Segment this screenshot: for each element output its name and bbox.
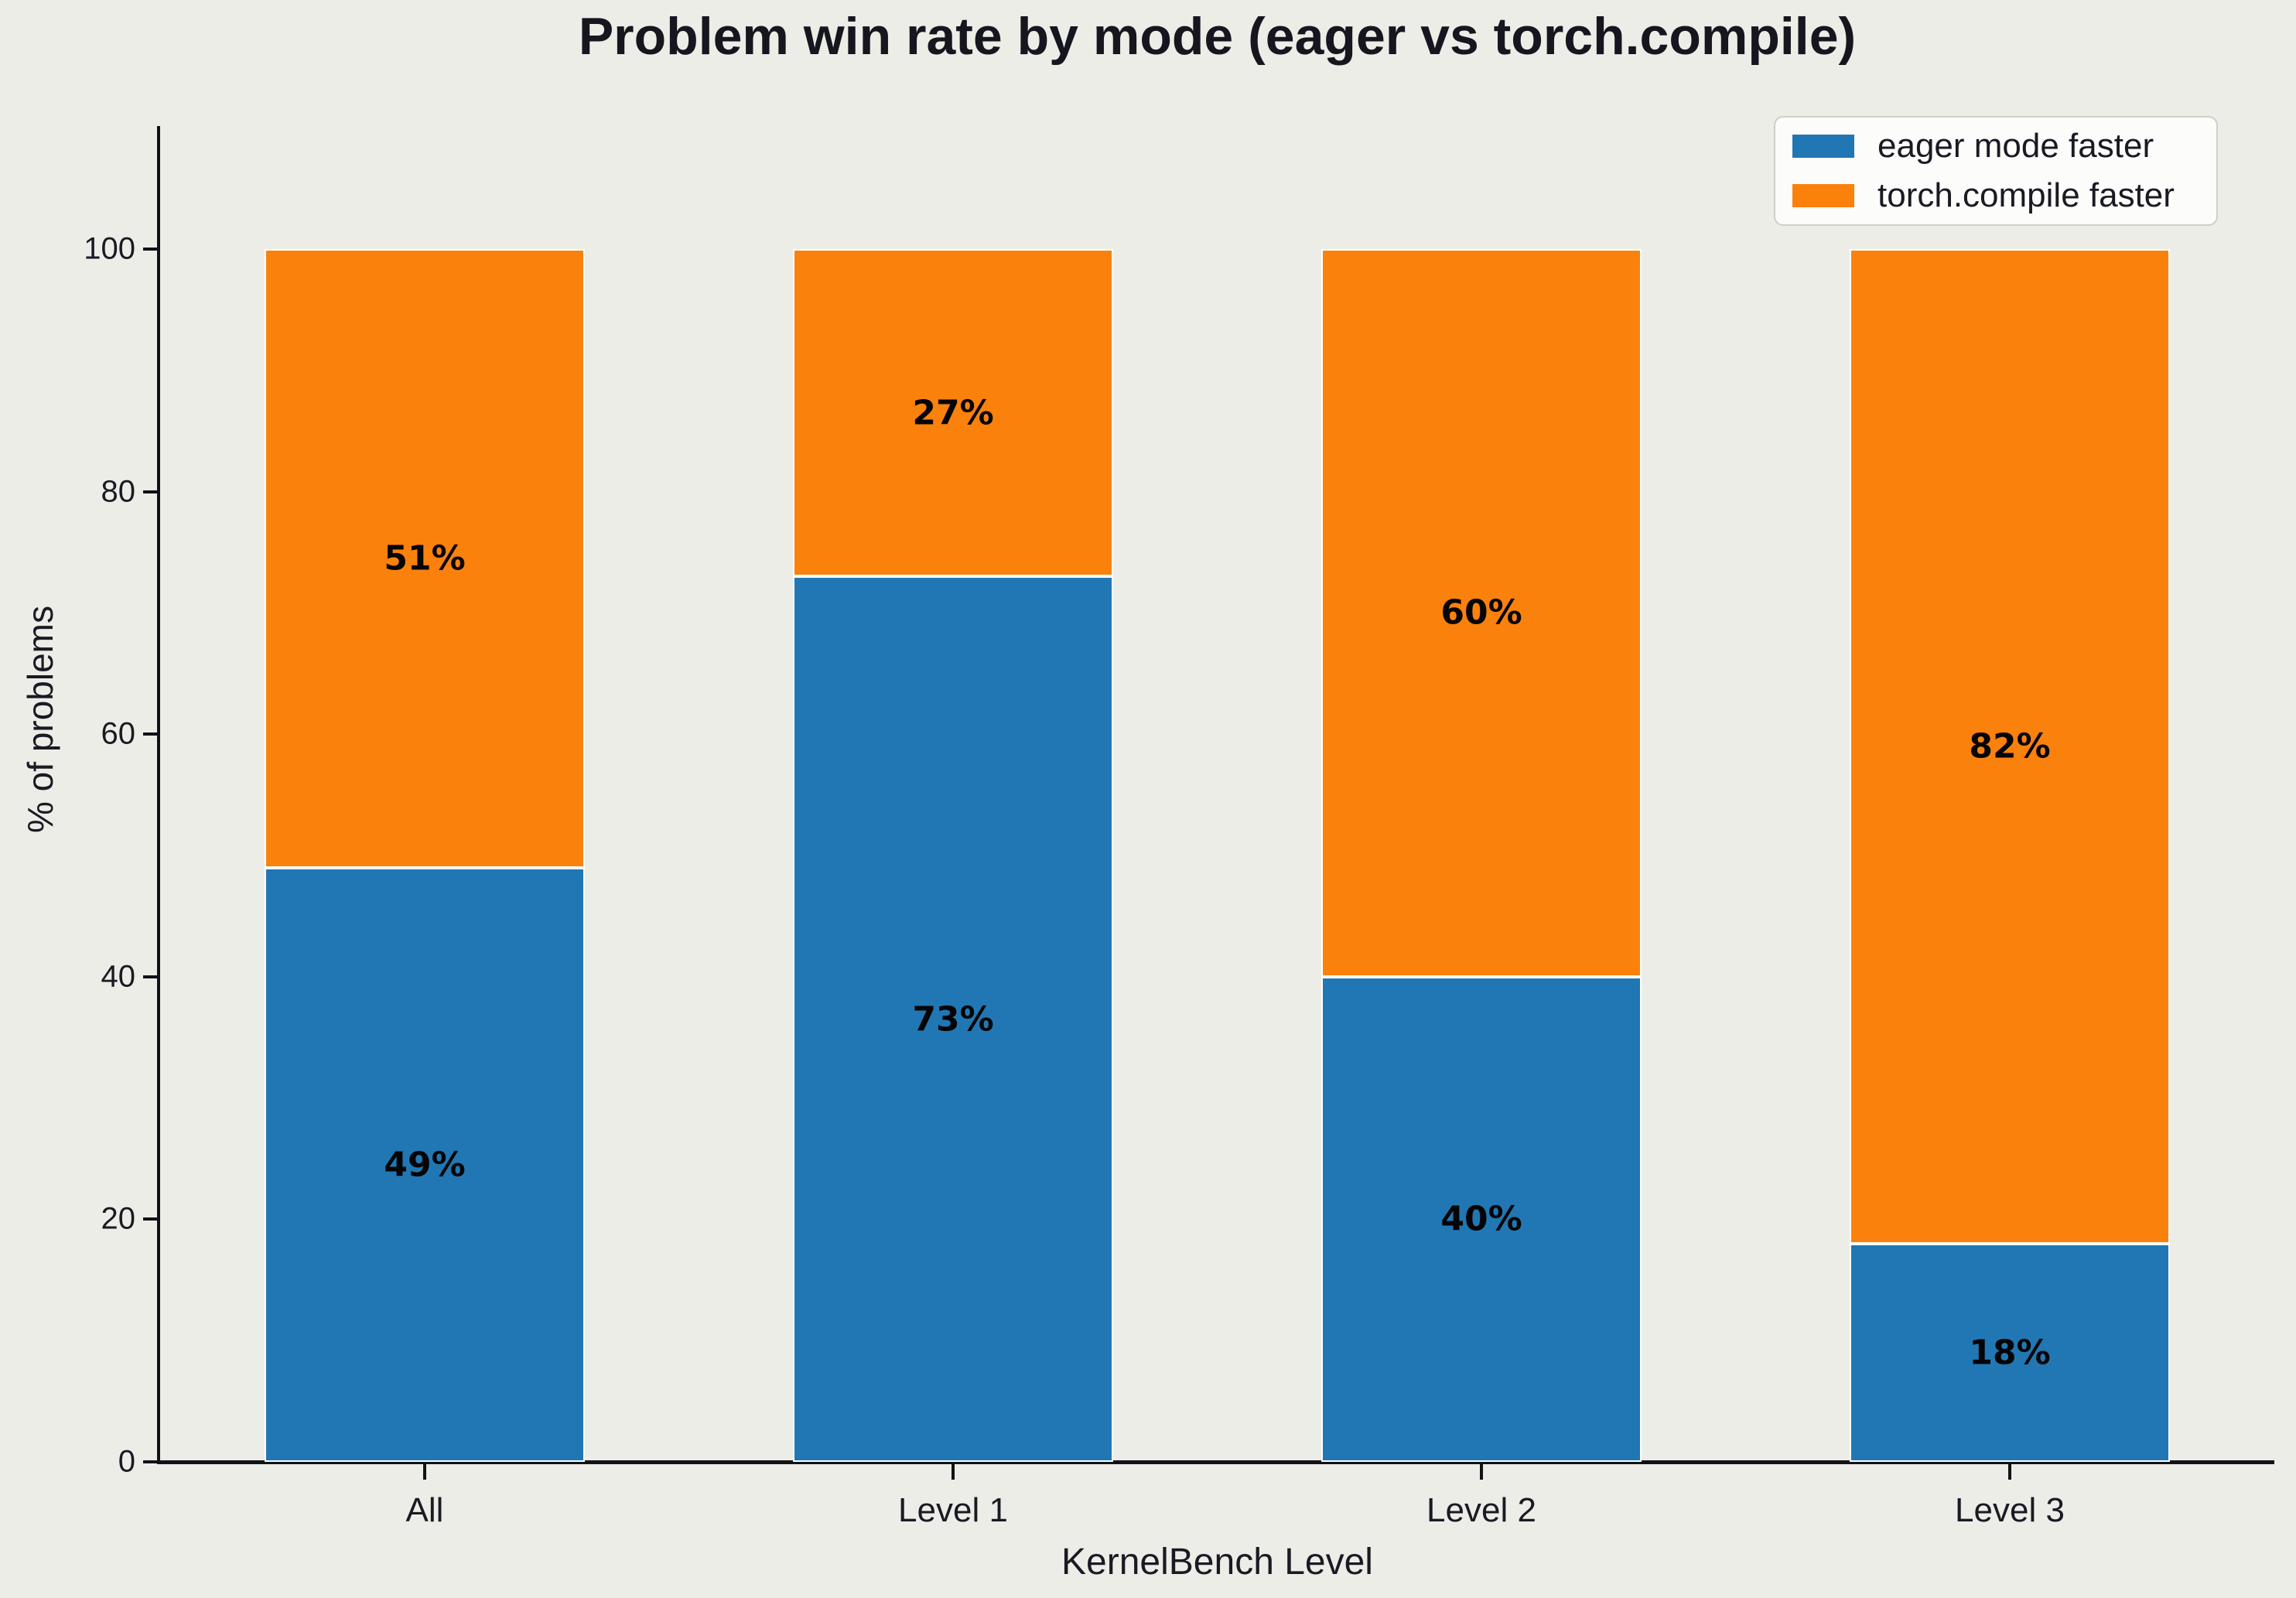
- y-tick-mark: [143, 490, 159, 493]
- x-tick-mark: [423, 1464, 426, 1480]
- chart-title: Problem win rate by mode (eager vs torch…: [578, 7, 1857, 66]
- x-tick-mark: [1480, 1464, 1483, 1480]
- legend-label-eager: eager mode faster: [1877, 127, 2154, 165]
- bar-value-label: 49%: [384, 1145, 466, 1185]
- bar-segment-torch.compile-level-2: [1321, 249, 1642, 977]
- bar-segment-eager-level-1: [793, 576, 1113, 1462]
- x-tick-label-level-1: Level 1: [898, 1491, 1008, 1529]
- bar-value-label: 51%: [384, 538, 466, 579]
- bar-segment-eager-level-3: [1850, 1243, 2170, 1462]
- bar-segment-eager-level-2: [1321, 976, 1642, 1462]
- y-tick-label: 40: [101, 959, 136, 994]
- y-tick-mark: [143, 248, 159, 251]
- bar-value-label: 18%: [1969, 1333, 2051, 1373]
- x-tick-mark: [2008, 1464, 2011, 1480]
- x-tick-label-level-3: Level 3: [1955, 1491, 2065, 1529]
- y-tick-label: 0: [118, 1444, 135, 1479]
- y-tick-label: 20: [101, 1201, 136, 1236]
- legend-swatch-eager-icon: [1792, 135, 1854, 158]
- x-tick-label-all: All: [405, 1491, 444, 1529]
- bar-segment-torch.compile-level-3: [1850, 249, 2170, 1244]
- x-axis-label: KernelBench Level: [1061, 1542, 1373, 1583]
- y-tick-mark: [143, 732, 159, 736]
- y-tick-label: 80: [101, 474, 136, 509]
- y-tick-mark: [143, 975, 159, 978]
- legend: eager mode faster torch.compile faster: [1774, 116, 2218, 226]
- bar-segment-torch.compile-level-1: [793, 249, 1113, 577]
- x-tick-mark: [952, 1464, 955, 1480]
- legend-swatch-compile-icon: [1792, 184, 1854, 207]
- bar-value-label: 40%: [1440, 1199, 1522, 1239]
- bar-segment-eager-all: [265, 867, 585, 1462]
- bar-value-label: 82%: [1969, 726, 2051, 767]
- legend-label-compile: torch.compile faster: [1877, 176, 2175, 214]
- legend-item-eager: eager mode faster: [1792, 127, 2199, 166]
- legend-item-compile: torch.compile faster: [1792, 176, 2199, 215]
- y-tick-label: 60: [101, 716, 136, 751]
- bar-value-label: 27%: [912, 393, 994, 433]
- y-tick-label: 100: [84, 231, 135, 266]
- bar-segment-torch.compile-all: [265, 249, 585, 868]
- y-tick-mark: [143, 1460, 159, 1463]
- x-axis-line: [157, 1460, 2274, 1464]
- y-tick-mark: [143, 1217, 159, 1221]
- bar-value-label: 60%: [1440, 592, 1522, 633]
- bar-value-label: 73%: [912, 999, 994, 1040]
- x-tick-label-level-2: Level 2: [1426, 1491, 1536, 1529]
- y-axis-line: [157, 126, 160, 1464]
